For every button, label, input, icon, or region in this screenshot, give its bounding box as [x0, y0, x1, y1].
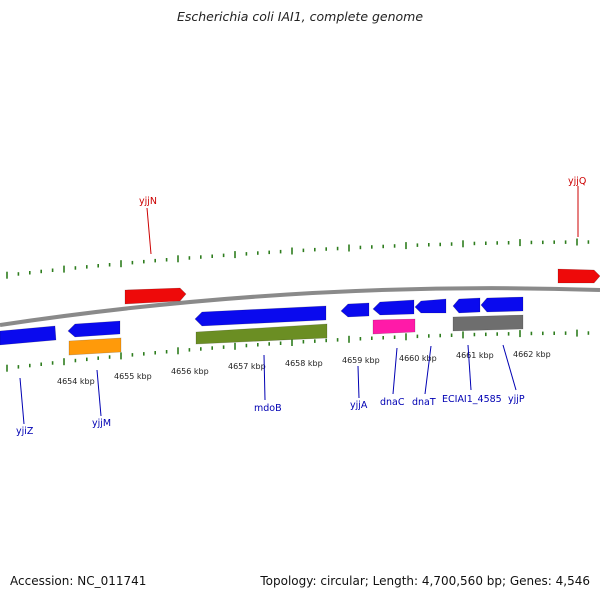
feature-bar-pink	[372, 318, 416, 335]
scale-label-4659: 4659 kbp	[342, 356, 380, 365]
label-line-yjiZ	[19, 377, 25, 425]
gene-yjjQ[interactable]	[557, 268, 600, 284]
label-line-yjjP	[502, 344, 517, 391]
accession-label: Accession: NC_011741	[10, 574, 147, 588]
gene-label-yjjA: yjjA	[350, 400, 368, 411]
feature-bars	[68, 314, 524, 356]
gene-yjjP[interactable]	[480, 296, 524, 313]
label-line-yjjN	[146, 207, 152, 255]
gene-label-yjjQ: yjjQ	[568, 176, 586, 187]
tick-row-top	[6, 238, 590, 279]
scale-label-4660: 4660 kbp	[399, 354, 437, 363]
gene-label-yjjM: yjjM	[92, 418, 111, 429]
label-line-mdoB	[263, 354, 266, 401]
label-line-dnaT	[424, 345, 432, 395]
gene-dnaT[interactable]	[414, 298, 447, 314]
scale-label-4661: 4661 kbp	[456, 351, 494, 360]
reverse-strand-genes	[0, 296, 524, 346]
feature-bar-green	[195, 323, 328, 345]
gene-yjjA[interactable]	[340, 302, 370, 318]
page-title: Escherichia coli IAI1, complete genome	[176, 9, 424, 24]
scale-label-4655: 4655 kbp	[114, 372, 152, 381]
gene-yjjM[interactable]	[67, 320, 121, 338]
gene-label-yjjN: yjjN	[139, 196, 157, 207]
label-lines	[19, 186, 579, 425]
gene-label-yjjP: yjjP	[508, 394, 525, 405]
forward-strand-genes	[124, 268, 600, 305]
label-line-yjjA	[357, 365, 360, 399]
scale-label-4654: 4654 kbp	[57, 377, 95, 386]
feature-bar-orange	[68, 337, 122, 356]
gene-label-yjiZ: yjiZ	[16, 426, 34, 437]
gene-label-mdoB: mdoB	[254, 403, 282, 414]
scale-label-4657: 4657 kbp	[228, 362, 266, 371]
gene-yjjN[interactable]	[124, 287, 187, 305]
label-line-dnaC	[392, 347, 398, 395]
scale-label-4656: 4656 kbp	[171, 367, 209, 376]
scale-label-4662: 4662 kbp	[513, 350, 551, 359]
tick-row-bottom	[6, 329, 590, 372]
gene-ECIAI1_4585-cds[interactable]	[452, 297, 481, 314]
genome-summary-label: Topology: circular; Length: 4,700,560 bp…	[260, 574, 590, 588]
gene-label-dnaC: dnaC	[380, 397, 405, 408]
scale-labels: 4654 kbp 4655 kbp 4656 kbp 4657 kbp 4658…	[57, 350, 551, 386]
gene-labels: yjjN yjjQ yjiZ yjjM mdoB yjjA dnaC dnaT …	[16, 176, 586, 437]
gene-mdoB[interactable]	[194, 305, 327, 327]
gene-dnaC[interactable]	[372, 299, 415, 316]
genome-backbone	[0, 286, 600, 327]
scale-label-4658: 4658 kbp	[285, 359, 323, 368]
label-line-yjjM	[96, 369, 102, 417]
feature-bar-gray	[452, 314, 524, 332]
gene-label-ECIAI1_4585: ECIAI1_4585	[442, 394, 502, 405]
label-line-ECIAI1_4585	[467, 344, 472, 391]
gene-yjiZ[interactable]	[0, 325, 57, 346]
gene-label-dnaT: dnaT	[412, 397, 436, 408]
